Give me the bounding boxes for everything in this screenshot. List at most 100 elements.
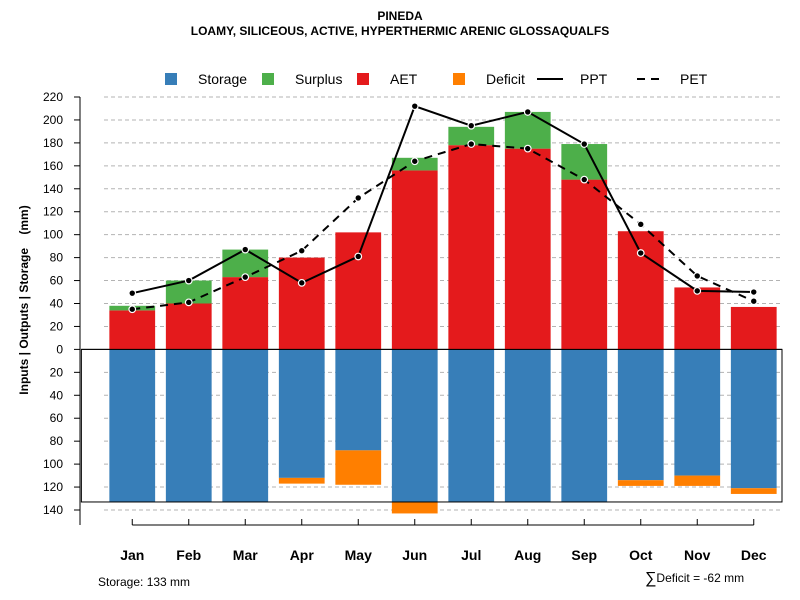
bar-storage-apr	[278, 349, 325, 478]
bar-surplus-aug	[504, 111, 551, 149]
bar-aet-jul	[448, 145, 495, 350]
pet-point-mar	[241, 273, 250, 282]
y-tick-label: 20	[50, 365, 64, 379]
legend-label-storage: Storage	[198, 71, 247, 87]
ppt-pet-lines	[128, 102, 758, 314]
bar-aet-jun	[391, 170, 438, 350]
ppt-point-mar	[241, 245, 250, 254]
ppt-point-jan	[128, 289, 137, 298]
bar-storage-feb	[165, 349, 212, 502]
y-tick-label: 220	[43, 90, 63, 104]
legend-swatch-storage	[165, 73, 177, 85]
bar-storage-sep	[561, 349, 608, 502]
bar-aet-mar	[222, 277, 269, 350]
axes: 2202001801601401201008060402002040608010…	[43, 90, 782, 563]
y-tick-label: 180	[43, 136, 63, 150]
legend-swatch-deficit	[453, 73, 465, 85]
y-tick-label: 140	[43, 503, 63, 517]
bar-storage-jun	[391, 349, 438, 502]
ppt-point-oct	[636, 249, 645, 257]
bar-storage-mar	[222, 349, 269, 502]
x-tick-label-may: May	[345, 547, 372, 563]
bar-surplus-mar	[222, 249, 269, 278]
bar-deficit-jun	[391, 501, 438, 514]
bar-aet-dec	[730, 306, 777, 350]
ppt-point-nov	[693, 286, 702, 295]
total-deficit-note: ∑Deficit = -62 mm	[645, 570, 744, 588]
legend-label-ppt: PPT	[580, 71, 608, 87]
legend-label-deficit: Deficit	[486, 71, 525, 87]
pet-point-oct	[636, 220, 645, 229]
storage-capacity-note: Storage: 133 mm	[98, 575, 191, 589]
bar-storage-may	[335, 349, 382, 451]
y-tick-label: 40	[50, 388, 64, 402]
bar-storage-nov	[674, 349, 721, 476]
chart-title: PINEDA	[377, 9, 423, 23]
bar-surplus-feb	[165, 280, 212, 304]
y-tick-label: 60	[50, 274, 64, 288]
bar-deficit-may	[335, 450, 382, 485]
bar-aet-sep	[561, 179, 608, 350]
bar-aet-oct	[617, 231, 664, 350]
y-tick-label: 40	[50, 297, 64, 311]
y-tick-label: 120	[43, 205, 63, 219]
x-tick-label-feb: Feb	[176, 547, 201, 563]
ppt-point-jul	[467, 121, 476, 130]
ppt-point-jun	[410, 102, 419, 111]
y-tick-label: 100	[43, 228, 63, 242]
bar-storage-dec	[730, 349, 777, 489]
bar-aet-nov	[674, 287, 721, 350]
x-tick-label-sep: Sep	[571, 547, 597, 563]
storage-deficit-bars	[80, 348, 783, 514]
pet-point-jul	[467, 140, 476, 148]
y-tick-label: 20	[50, 319, 64, 333]
pet-point-jun	[410, 157, 419, 166]
bar-aet-aug	[504, 148, 551, 350]
ppt-point-feb	[184, 276, 193, 285]
bar-aet-feb	[165, 303, 212, 350]
y-tick-label: 160	[43, 159, 63, 173]
x-tick-label-dec: Dec	[741, 547, 767, 563]
pet-point-dec	[749, 297, 758, 306]
x-tick-label-apr: Apr	[290, 547, 315, 563]
bar-storage-jul	[448, 349, 495, 502]
bar-surplus-jul	[448, 126, 495, 146]
pet-point-sep	[580, 175, 589, 184]
y-tick-label: 0	[56, 342, 63, 356]
x-tick-label-mar: Mar	[233, 547, 258, 563]
pet-point-nov	[693, 272, 702, 280]
legend-label-pet: PET	[680, 71, 708, 87]
total-deficit-text: Deficit = -62 mm	[656, 571, 745, 585]
x-tick-label-jan: Jan	[120, 547, 144, 563]
y-tick-label: 200	[43, 113, 63, 127]
legend: Storage Surplus AET Deficit PPT PET	[165, 71, 708, 87]
ppt-point-apr	[297, 278, 306, 287]
x-tick-label-jul: Jul	[461, 547, 481, 563]
bar-storage-aug	[504, 349, 551, 502]
aet-surplus-bars	[109, 111, 777, 350]
bar-deficit-apr	[278, 477, 325, 484]
y-tick-label: 140	[43, 182, 63, 196]
legend-swatch-surplus	[262, 73, 274, 85]
y-tick-label: 100	[43, 457, 63, 471]
sigma-symbol: ∑	[645, 570, 657, 587]
ppt-point-aug	[523, 108, 532, 116]
legend-label-surplus: Surplus	[295, 71, 342, 87]
y-tick-label: 80	[50, 434, 64, 448]
pet-point-aug	[523, 144, 532, 153]
bar-aet-may	[335, 232, 382, 350]
pet-line	[132, 143, 755, 311]
pet-point-jan	[128, 305, 137, 314]
x-tick-label-aug: Aug	[514, 547, 541, 563]
bar-aet-apr	[278, 257, 325, 350]
bar-aet-jan	[109, 310, 156, 350]
ppt-point-sep	[580, 140, 589, 148]
x-tick-label-jun: Jun	[402, 547, 427, 563]
pet-point-apr	[297, 246, 306, 255]
x-tick-label-oct: Oct	[629, 547, 653, 563]
chart-subtitle: LOAMY, SILICEOUS, ACTIVE, HYPERTHERMIC A…	[190, 24, 610, 38]
legend-swatch-aet	[357, 73, 369, 85]
pet-point-feb	[184, 298, 193, 307]
ppt-line	[132, 104, 754, 295]
